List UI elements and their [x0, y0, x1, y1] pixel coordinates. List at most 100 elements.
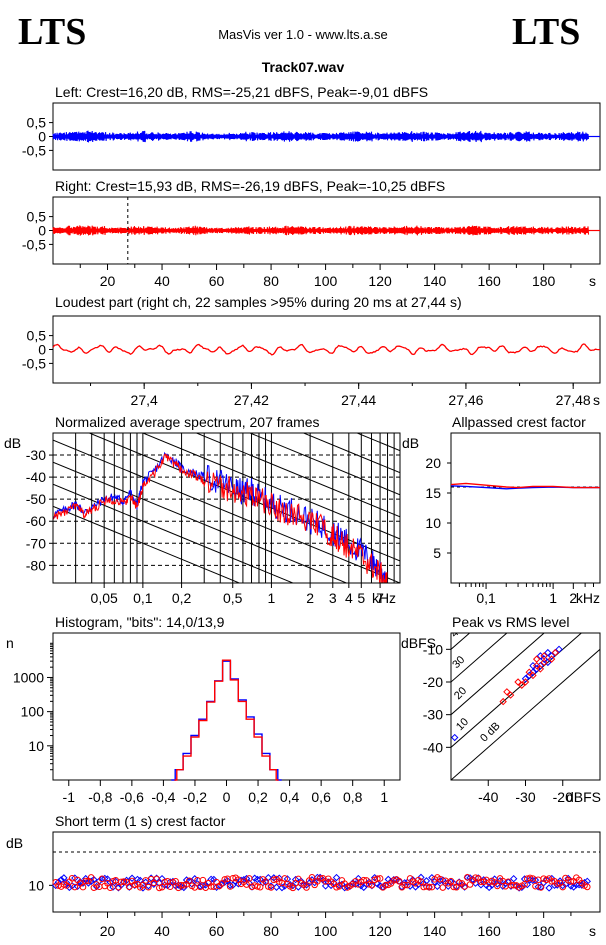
- spectrum-title: Normalized average spectrum, 207 frames: [55, 414, 320, 430]
- spectrum-xtick-label: 0,1: [133, 590, 153, 606]
- shortcrest-point-right: [289, 884, 297, 892]
- shortcrest-point-right: [455, 879, 463, 887]
- histogram-title: Histogram, "bits": 14,0/13,9: [55, 614, 225, 630]
- shortcrest-point-right: [126, 883, 133, 891]
- waveform-x-unit: s: [589, 273, 596, 289]
- shortcrest-point-right: [521, 881, 528, 888]
- shortcrest-point-right: [281, 875, 289, 882]
- peakrms-point-red: [503, 688, 511, 696]
- histogram-series-blue: [171, 660, 282, 781]
- shortcrest-point-right: [553, 880, 561, 887]
- shortcrest-point-left: [387, 878, 395, 886]
- peakrms-point-blue: [536, 661, 545, 670]
- left_waveform-ytick-label: 0: [38, 129, 46, 145]
- histogram-xtick-label: 0: [223, 789, 231, 805]
- loudest-x-unit: s: [593, 392, 600, 408]
- peakrms-point-red: [499, 697, 507, 706]
- peakrms-point-red: [529, 671, 537, 680]
- shortcrest-point-left: [310, 878, 319, 887]
- shortcrest-point-right: [82, 877, 90, 885]
- peakrms-ytick-label: -30: [423, 707, 443, 723]
- spectrum-ytick-label: -40: [26, 469, 46, 485]
- shortcrest-point-left: [531, 876, 540, 884]
- waveform-xtick-label: 60: [209, 273, 225, 289]
- shortcrest-point-right: [401, 881, 408, 889]
- histogram-xtick-label: -0,6: [120, 789, 144, 805]
- shortcrest-point-right: [199, 876, 207, 884]
- shortcrest-xtick-label: 60: [209, 923, 225, 939]
- spectrum-xtick-label: 7: [376, 590, 384, 606]
- peakrms-crest-label: 10: [454, 716, 471, 733]
- histogram-xtick-label: 0,2: [248, 789, 268, 805]
- allpass-xtick-label: 0,1: [476, 590, 496, 606]
- waveform-xtick-label: 140: [423, 273, 447, 289]
- spectrum-slope-line: [53, 242, 400, 385]
- spectrum-plot: [53, 242, 400, 583]
- shortcrest-point-right: [559, 883, 567, 891]
- shortcrest-xtick-label: 160: [477, 923, 501, 939]
- right_waveform-ytick-label: -0,5: [22, 236, 46, 252]
- spectrum-series-red: [53, 453, 388, 583]
- waveform-xtick-label: 180: [532, 273, 556, 289]
- peakrms-point-blue: [525, 671, 533, 680]
- shortcrest-point-left: [221, 878, 229, 886]
- shortcrest-point-left: [556, 877, 564, 885]
- peakrms-point-blue: [544, 648, 552, 657]
- logo-left: LTS: [18, 11, 86, 53]
- histogram-ytick-label: 100: [21, 704, 45, 720]
- shortcrest-point-right: [226, 883, 234, 890]
- spectrum-slope-line: [53, 461, 348, 583]
- allpass-series-red: [450, 482, 600, 489]
- shortcrest-point-left: [496, 877, 504, 885]
- shortcrest-point-left: [479, 876, 488, 884]
- peakrms-crest-label: 0 dB: [478, 720, 502, 744]
- shortcrest-point-right: [450, 883, 458, 891]
- histogram-xtick-label: -0,8: [88, 789, 112, 805]
- loudest-xtick-label: 27,44: [341, 392, 376, 408]
- left_waveform-title: Left: Crest=16,20 dB, RMS=-25,21 dBFS, P…: [55, 84, 428, 100]
- file-name: Track07.wav: [262, 59, 345, 75]
- peakrms-point-red: [532, 655, 541, 663]
- histogram-xtick-label: -0,2: [183, 789, 207, 805]
- shortcrest-point-right: [548, 878, 556, 885]
- shortcrest-point-left: [57, 876, 65, 884]
- shortcrest-point-right: [79, 883, 87, 891]
- peakrms-point-blue: [540, 655, 548, 663]
- spectrum-ytick-label: -60: [26, 513, 46, 529]
- shortcrest-point-right: [464, 874, 471, 881]
- shortcrest-point-right: [425, 883, 433, 891]
- shortcrest-point-left: [177, 882, 185, 891]
- shortcrest-point-left: [199, 881, 207, 890]
- shortcrest-point-right: [245, 875, 253, 882]
- shortcrest-point-right: [472, 874, 479, 881]
- shortcrest-point-left: [561, 880, 570, 889]
- histogram-xtick-label: 0,6: [311, 789, 331, 805]
- spectrum-slope-line: [53, 505, 241, 583]
- histogram-series-red: [174, 659, 279, 781]
- shortcrest-point-right: [376, 875, 384, 882]
- spectrum-xtick-label: 2: [306, 590, 314, 606]
- peakrms-point-red: [547, 655, 556, 663]
- peakrms-point-blue: [547, 652, 556, 660]
- shortcrest-point-left: [272, 883, 281, 891]
- peakrms-point-red: [540, 652, 548, 660]
- spectrum-xlabel: kHz: [372, 590, 396, 606]
- spectrum-xtick-label: 3: [329, 590, 337, 606]
- shortcrest-point-right: [335, 882, 343, 890]
- spectrum-ytick-label: -80: [26, 557, 46, 573]
- spectrum-ytick-label: -30: [26, 447, 46, 463]
- shortcrest-point-left: [180, 883, 188, 892]
- shortcrest-point-right: [428, 883, 436, 891]
- histogram-ytick-label: 10: [28, 738, 44, 754]
- peakrms-crest-line: [451, 648, 600, 780]
- loudest-xtick-label: 27,46: [448, 392, 483, 408]
- peakrms-crest-line: [451, 633, 545, 716]
- shortcrest-point-left: [509, 874, 518, 883]
- shortcrest-point-right: [243, 881, 250, 888]
- shortcrest-ylabel: dB: [6, 835, 23, 851]
- shortcrest-point-right: [395, 877, 403, 885]
- waveform-xtick-label: 40: [154, 273, 170, 289]
- loudest-signal: [52, 343, 600, 356]
- loudest-title: Loudest part (right ch, 22 samples >95% …: [55, 294, 462, 310]
- peakrms-point-red: [525, 668, 533, 676]
